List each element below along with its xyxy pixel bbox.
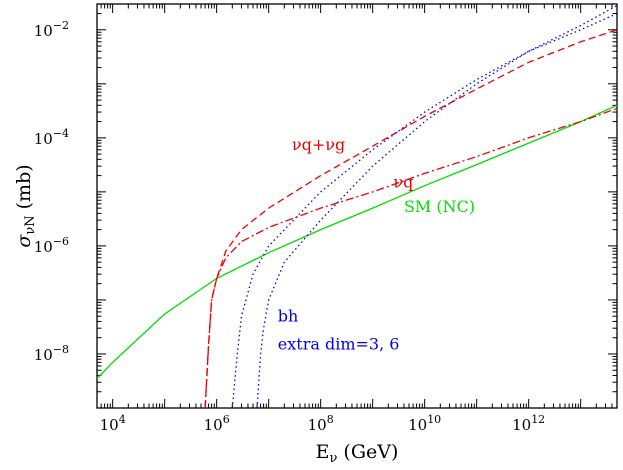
x-tick-label: 1012 xyxy=(512,413,545,434)
series-1-line xyxy=(204,107,617,408)
label-bh: bh xyxy=(278,306,299,325)
curve-labels: νq+νg νq SM (NC) bh extra dim=3, 6 xyxy=(278,135,475,354)
x-tick-label: 108 xyxy=(308,413,334,434)
label-sm: SM (NC) xyxy=(404,197,475,216)
axis-ticks: 104 106 108 1010 1012 10−8 10−6 10−4 10−2 xyxy=(34,3,618,434)
x-tick-label: 106 xyxy=(204,413,230,434)
series-0-line xyxy=(97,104,617,380)
x-axis-label: Eν (GeV) xyxy=(316,441,399,466)
series-2-line xyxy=(204,29,617,408)
y-tick-label: 10−8 xyxy=(34,343,69,364)
label-nuq: νq xyxy=(393,173,413,192)
x-tick-label: 1010 xyxy=(408,413,441,434)
label-nuqg: νq+νg xyxy=(292,135,345,154)
y-axis-label: σνN (mb) xyxy=(13,164,38,247)
y-tick-label: 10−6 xyxy=(34,235,69,256)
curves xyxy=(97,5,617,408)
y-tick-label: 10−4 xyxy=(34,127,69,148)
series-3-line xyxy=(231,12,617,408)
label-extra: extra dim=3, 6 xyxy=(278,335,400,354)
y-tick-label: 10−2 xyxy=(34,19,69,40)
x-tick-label: 104 xyxy=(100,413,126,434)
